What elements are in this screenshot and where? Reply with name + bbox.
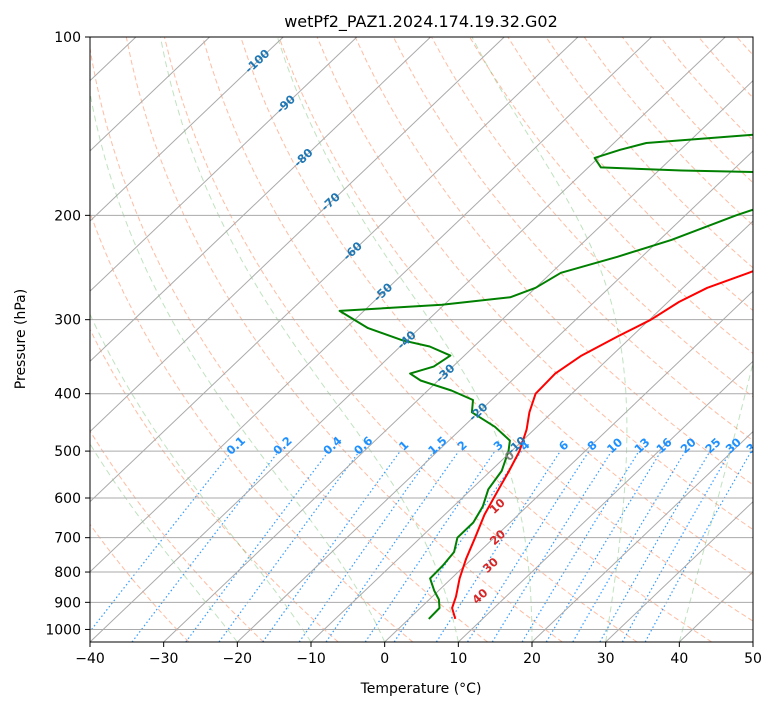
x-axis-label: Temperature (°C)	[360, 681, 482, 697]
dry-adiabat-line	[90, 45, 488, 642]
x-axis: −40 −30 −20 −10 0 10 20 30 40 50	[75, 642, 762, 667]
x-tick-label: −10	[296, 651, 326, 667]
isotherm-line	[90, 37, 210, 152]
grid-lines	[0, 37, 753, 642]
dewpoint-profile-line	[338, 133, 753, 620]
mixing-ratio-line	[364, 450, 496, 642]
moist-adiabat-line	[90, 89, 386, 642]
x-tick-label: 50	[744, 651, 762, 667]
isotherm-line	[90, 37, 358, 292]
dry-adiabat-line	[125, 37, 563, 642]
dry-adiabat-line	[751, 10, 775, 642]
moist-adiabat-line	[471, 37, 628, 642]
isotherm-line	[90, 37, 726, 642]
isotherm-line	[0, 37, 62, 642]
dry-adiabat-line	[354, 37, 753, 486]
y-tick-label: 1000	[45, 622, 81, 638]
moist-adiabat-line	[159, 37, 459, 642]
isotherm-line	[531, 430, 753, 642]
mixing-ratio-line	[621, 450, 732, 642]
isotherm-line	[90, 37, 579, 503]
dry-adiabat-line	[202, 37, 712, 642]
x-tick-label: −30	[149, 651, 179, 667]
moist-adiabat-line	[90, 442, 238, 642]
isotherm-line	[605, 500, 753, 642]
y-axis-label: Pressure (hPa)	[13, 289, 29, 389]
isotherm-line	[384, 290, 753, 642]
isotherm-line	[90, 37, 652, 573]
isotherm-line	[163, 80, 753, 642]
isotherm-line	[752, 641, 753, 642]
temperature-profile-line	[451, 270, 753, 620]
mixing-ratio-line	[435, 450, 561, 642]
dry-adiabat-line	[90, 328, 339, 642]
x-tick-label: 0	[380, 651, 389, 667]
x-tick-label: 20	[523, 651, 541, 667]
isotherm-line	[90, 37, 431, 363]
x-tick-label: 30	[597, 651, 615, 667]
mixing-ratio-line	[325, 450, 460, 642]
moist-adiabat-line	[678, 360, 753, 642]
x-tick-label: −20	[223, 651, 253, 667]
moist-adiabat-line	[276, 37, 533, 642]
y-tick-label: 900	[54, 595, 81, 611]
mixing-ratio-line	[218, 450, 361, 642]
plot-frame	[89, 36, 754, 643]
mixing-ratio-line	[298, 450, 435, 642]
series-lines	[338, 133, 753, 620]
chart-title: wetPf2_PAZ1.2024.174.19.32.G02	[284, 12, 558, 32]
dry-adiabat-line	[90, 211, 414, 642]
y-tick-label: 700	[54, 531, 81, 547]
x-tick-label: −40	[75, 651, 105, 667]
y-tick-label: 200	[54, 208, 81, 224]
dry-adiabat-line	[90, 523, 190, 642]
plot-area: -100-90-80-70-60-50-40-30-20-100.1 0.2 0.4…	[0, 10, 775, 642]
y-tick-label: 100	[54, 30, 81, 46]
mixing-ratio-line	[262, 450, 401, 642]
isotherm-line	[457, 360, 753, 642]
x-tick-label: 40	[670, 651, 688, 667]
isotherm-line	[236, 150, 753, 642]
isotherm-line	[90, 37, 284, 222]
dry-adiabat-line	[507, 37, 753, 312]
y-axis: 100 200 300 400 500 600 700 800 900 1000	[45, 30, 90, 638]
y-tick-label: 800	[54, 565, 81, 581]
dry-adiabat-line	[278, 37, 753, 576]
y-tick-label: 500	[54, 444, 81, 460]
mixing-ratio-line	[185, 450, 330, 642]
moist-adiabats	[90, 37, 753, 642]
x-tick-label: 10	[449, 651, 467, 667]
y-tick-label: 600	[54, 491, 81, 507]
y-tick-label: 400	[54, 387, 81, 403]
mixing-ratio-line	[521, 450, 640, 642]
y-tick-label: 300	[54, 313, 81, 329]
isotherm-line	[90, 37, 505, 433]
dry-adiabat-line	[90, 429, 264, 642]
mixing-ratio-line	[466, 450, 590, 642]
isotherm-line	[310, 220, 753, 642]
mixing-ratio-label: 36	[743, 435, 764, 456]
dry-adiabat-line	[430, 37, 753, 398]
